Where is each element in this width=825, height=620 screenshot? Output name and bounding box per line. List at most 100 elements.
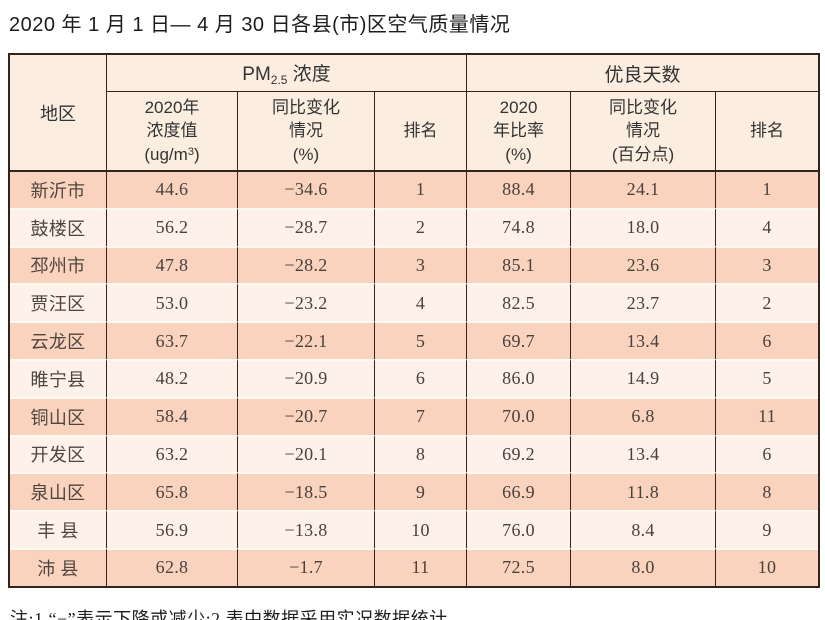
subheader-pm-value: 2020年 浓度值 (ug/m3) — [107, 92, 238, 172]
pm-value-cell: 65.8 — [107, 472, 238, 511]
pm-rank-cell: 10 — [375, 510, 468, 548]
pm25-subscript: 2.5 — [270, 73, 288, 87]
pm-change-cell: −1.7 — [238, 547, 375, 586]
pm25-group-header: PM2.5 浓度 — [107, 55, 468, 92]
pm-change-cell: −23.2 — [238, 283, 375, 322]
good-change-cell: 8.4 — [571, 510, 717, 548]
corner-header-region: 地区 — [10, 55, 107, 172]
pm-rank-cell: 8 — [375, 434, 468, 473]
good-rank-cell: 2 — [716, 283, 819, 322]
good-rank-cell: 10 — [716, 547, 819, 586]
pm-rank-cell: 5 — [375, 321, 468, 359]
good-ratio-cell: 74.8 — [467, 207, 572, 246]
pm-rank-cell: 11 — [375, 547, 468, 586]
good-days-group-header: 优良天数 — [467, 55, 819, 92]
pm-value-cell: 48.2 — [107, 358, 238, 397]
pm25-prefix: PM — [242, 64, 271, 85]
table-row: 睢宁县 48.2 −20.9 6 86.0 14.9 5 — [10, 358, 819, 397]
good-change-cell: 14.9 — [571, 358, 717, 397]
page-title: 2020 年 1 月 1 日— 4 月 30 日各县(市)区空气质量情况 — [9, 14, 511, 36]
pm-value-cell: 63.7 — [107, 321, 238, 359]
good-rank-cell: 11 — [716, 396, 819, 435]
area-cell: 泉山区 — [10, 472, 107, 511]
area-cell: 邳州市 — [10, 245, 107, 284]
pm-value-cell: 47.8 — [107, 245, 238, 284]
table-row: 沛 县 62.8 −1.7 11 72.5 8.0 10 — [10, 547, 819, 586]
pm-change-cell: −34.6 — [238, 172, 375, 208]
subheader-line: ) — [193, 144, 200, 164]
good-rank-cell: 8 — [716, 472, 819, 511]
subheader-line: 同比变化 — [272, 97, 340, 117]
table-row: 新沂市 44.6 −34.6 1 88.4 24.1 1 — [10, 172, 819, 208]
table-row: 邳州市 47.8 −28.2 3 85.1 23.6 3 — [10, 245, 819, 284]
pm-value-cell: 56.2 — [107, 207, 238, 246]
good-change-cell: 18.0 — [571, 207, 717, 246]
good-rank-cell: 5 — [716, 358, 819, 397]
good-change-cell: 23.7 — [571, 283, 717, 322]
table-body: 新沂市 44.6 −34.6 1 88.4 24.1 1 鼓楼区 56.2 −28.7 2 74.8 1… — [10, 172, 819, 586]
subheader-good-rank: 排名 — [716, 92, 819, 172]
pm-change-cell: −20.1 — [238, 434, 375, 473]
area-cell: 铜山区 — [10, 396, 107, 435]
subheader-good-change: 同比变化 情况 (百分点) — [571, 92, 717, 172]
good-rank-cell: 6 — [716, 434, 819, 473]
good-change-cell: 11.8 — [571, 472, 717, 511]
area-cell: 开发区 — [10, 434, 107, 473]
air-quality-table: 地区 PM2.5 浓度 优良天数 2020年 浓度值 (ug/m3) 同比变化 … — [8, 53, 821, 588]
subheader-line: 情况 — [289, 121, 323, 141]
good-change-cell: 13.4 — [571, 434, 717, 473]
subheader-line: 年比率 — [493, 121, 545, 141]
table-row: 云龙区 63.7 −22.1 5 69.7 13.4 6 — [10, 321, 819, 359]
table-row: 泉山区 65.8 −18.5 9 66.9 11.8 8 — [10, 472, 819, 511]
good-ratio-cell: 85.1 — [467, 245, 572, 284]
table-row: 鼓楼区 56.2 −28.7 2 74.8 18.0 4 — [10, 207, 819, 246]
good-rank-cell: 3 — [716, 245, 819, 284]
pm-change-cell: −13.8 — [238, 510, 375, 548]
table-row: 开发区 63.2 −20.1 8 69.2 13.4 6 — [10, 434, 819, 473]
subheader-line: 情况 — [626, 121, 661, 141]
good-ratio-cell: 66.9 — [467, 472, 572, 511]
pm-change-cell: −28.2 — [238, 245, 375, 284]
good-ratio-cell: 72.5 — [467, 547, 572, 586]
good-change-cell: 6.8 — [571, 396, 717, 435]
good-change-cell: 13.4 — [571, 321, 717, 359]
good-ratio-cell: 69.2 — [467, 434, 572, 473]
good-rank-cell: 9 — [716, 510, 819, 548]
pm-rank-cell: 7 — [375, 396, 468, 435]
table-header: 地区 PM2.5 浓度 优良天数 2020年 浓度值 (ug/m3) 同比变化 … — [10, 55, 819, 172]
good-rank-cell: 1 — [716, 172, 819, 208]
cubed-superscript: 3 — [187, 145, 194, 158]
header-group-row: 地区 PM2.5 浓度 优良天数 — [10, 55, 819, 172]
pm-change-cell: −28.7 — [238, 207, 375, 246]
subheader-line: 同比变化 — [609, 97, 678, 117]
subheader-line: (ug/m — [144, 144, 188, 164]
subheader-line: 浓度值 — [146, 121, 198, 141]
pm25-suffix: 浓度 — [287, 64, 331, 85]
subheader-good-ratio: 2020 年比率 (%) — [467, 92, 572, 172]
area-cell: 新沂市 — [10, 172, 107, 208]
good-change-cell: 23.6 — [571, 245, 717, 284]
pm-change-cell: −18.5 — [238, 472, 375, 511]
pm-rank-cell: 1 — [375, 172, 468, 208]
good-ratio-cell: 86.0 — [467, 358, 572, 397]
pm-rank-cell: 9 — [375, 472, 468, 511]
pm-value-cell: 62.8 — [107, 547, 238, 586]
good-ratio-cell: 76.0 — [467, 510, 572, 548]
pm-value-cell: 56.9 — [107, 510, 238, 548]
pm-rank-cell: 3 — [375, 245, 468, 284]
area-cell: 丰 县 — [10, 510, 107, 548]
pm-value-cell: 63.2 — [107, 434, 238, 473]
pm-rank-cell: 4 — [375, 283, 468, 322]
subheader-line: 2020年 — [144, 97, 200, 117]
pm-rank-cell: 6 — [375, 358, 468, 397]
subheader-pm-rank: 排名 — [375, 92, 468, 172]
pm-value-cell: 53.0 — [107, 283, 238, 322]
good-change-cell: 8.0 — [571, 547, 717, 586]
pm-change-cell: −22.1 — [238, 321, 375, 359]
good-rank-cell: 6 — [716, 321, 819, 359]
pm-value-cell: 58.4 — [107, 396, 238, 435]
table-row: 铜山区 58.4 −20.7 7 70.0 6.8 11 — [10, 396, 819, 435]
pm-change-cell: −20.9 — [238, 358, 375, 397]
header-sub-row: 2020年 浓度值 (ug/m3) 同比变化 情况 (%) 排名 2020 年比… — [10, 92, 819, 172]
